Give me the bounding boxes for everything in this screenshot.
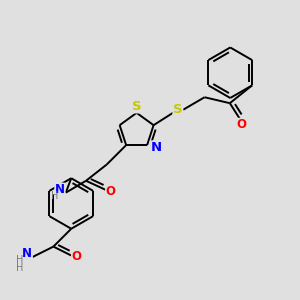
Text: N: N	[55, 183, 65, 196]
Text: H: H	[51, 191, 58, 201]
Text: H: H	[16, 263, 24, 273]
Text: O: O	[72, 250, 82, 263]
Text: N: N	[151, 141, 162, 154]
Text: S: S	[173, 103, 183, 116]
Text: O: O	[106, 185, 116, 198]
Text: S: S	[132, 100, 141, 113]
Text: O: O	[237, 118, 247, 131]
Text: N: N	[22, 247, 32, 260]
Text: H: H	[16, 255, 24, 265]
